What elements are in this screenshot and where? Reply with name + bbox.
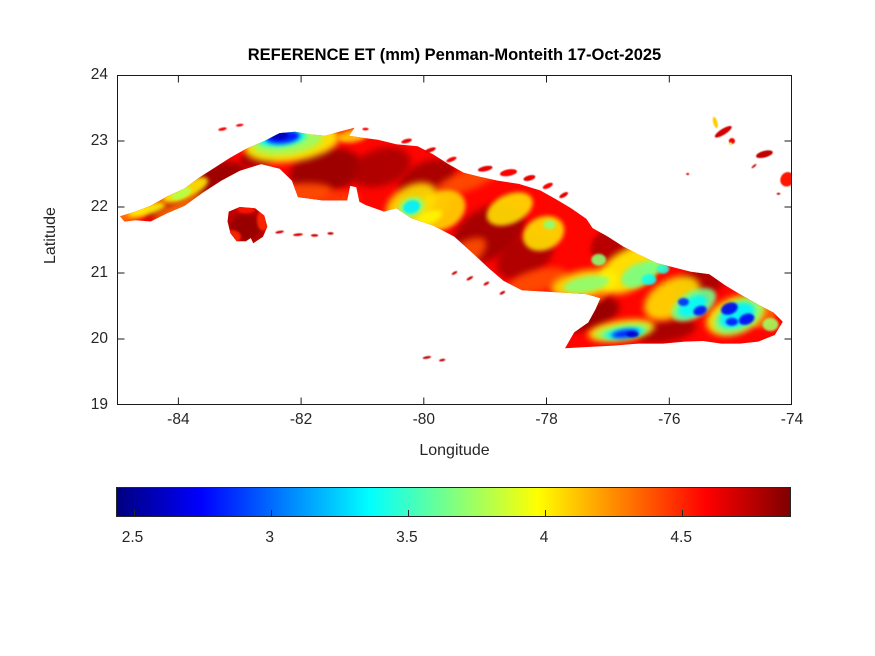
colorbar-tick — [270, 510, 272, 516]
islets — [218, 116, 792, 362]
y-tick-label: 23 — [90, 132, 108, 149]
x-axis-label: Longitude — [419, 442, 490, 459]
colorbar-tick-label: 3.5 — [396, 529, 418, 546]
x-tick-label: -82 — [289, 411, 313, 428]
y-tick-label: 20 — [90, 330, 108, 347]
y-tick-label: 24 — [90, 66, 108, 83]
colorbar-tick-label: 3 — [265, 529, 274, 546]
colorbar-tick — [682, 510, 684, 516]
y-tick-label: 22 — [90, 198, 108, 215]
colorbar-tick — [407, 510, 409, 516]
colorbar-tick-label: 2.5 — [121, 529, 144, 546]
colorbar-tick — [133, 510, 135, 516]
x-tick-label: -80 — [412, 411, 436, 428]
y-tick-label: 19 — [90, 396, 108, 413]
colorbar-tick-label: 4.5 — [670, 529, 692, 546]
axes-box — [117, 75, 792, 405]
cuba-et-map — [117, 75, 792, 405]
colorbar-tick-label: 4 — [539, 529, 549, 546]
y-axis-label: Latitude — [42, 207, 59, 264]
x-tick-label: -74 — [780, 411, 804, 428]
x-tick-label: -78 — [535, 411, 558, 428]
colorbar-tick — [545, 510, 546, 516]
x-tick-label: -84 — [167, 411, 190, 428]
x-tick-label: -76 — [658, 411, 681, 428]
y-tick-label: 21 — [90, 264, 108, 281]
axes-ticks — [117, 75, 792, 405]
map-plot-area — [117, 75, 792, 405]
colorbar — [116, 487, 791, 517]
plot-title: REFERENCE ET (mm) Penman-Monteith 17-Oct… — [247, 46, 662, 64]
